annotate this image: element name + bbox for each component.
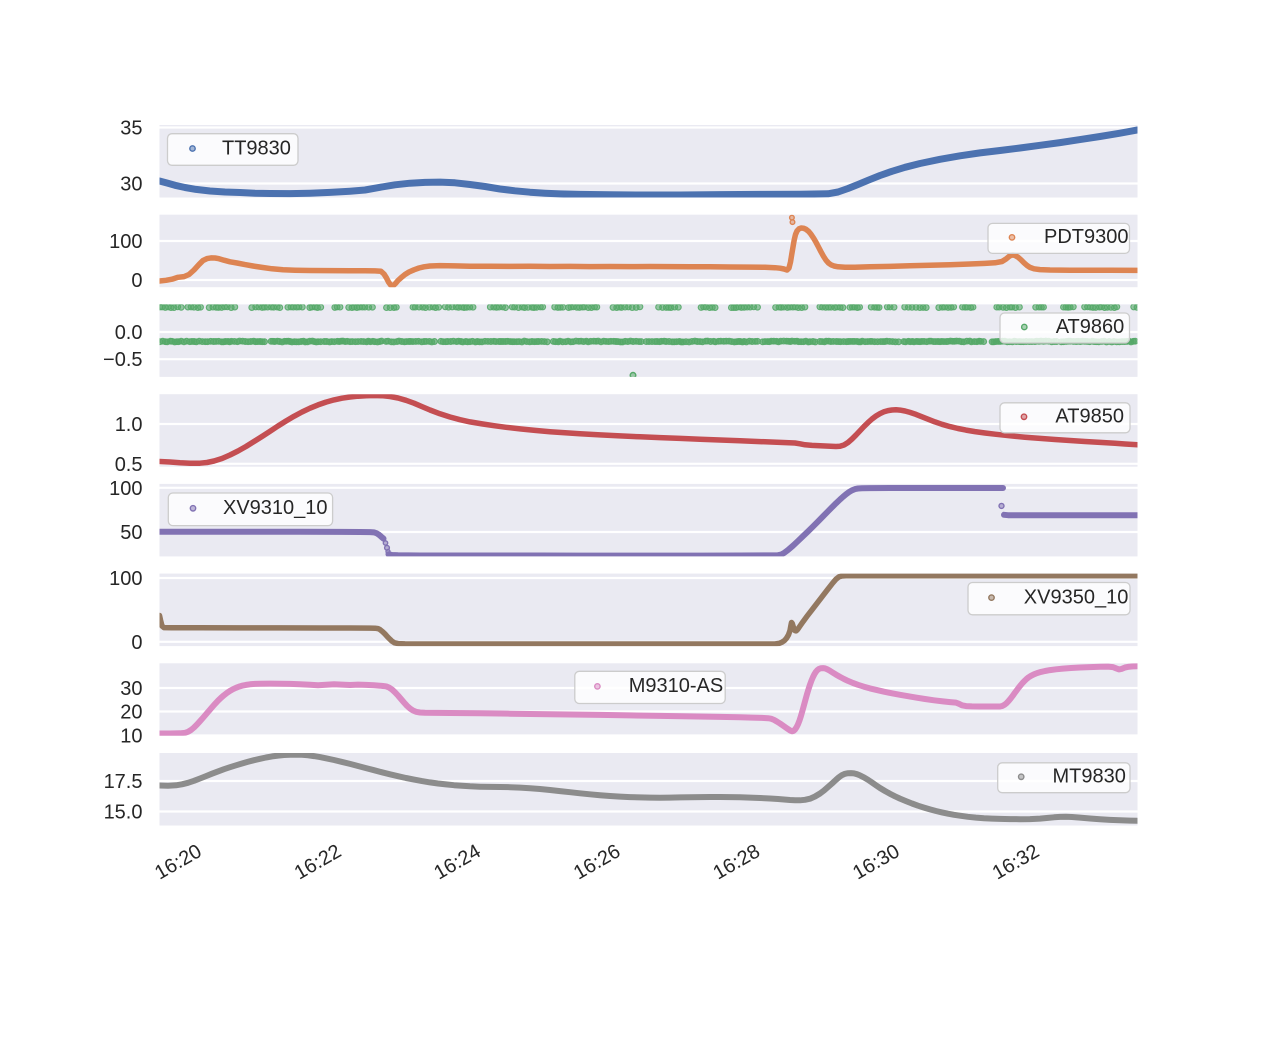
svg-text:30: 30: [120, 174, 142, 196]
svg-text:AT9850: AT9850: [1055, 406, 1124, 428]
svg-text:17.5: 17.5: [104, 771, 143, 793]
svg-text:100: 100: [109, 478, 142, 500]
svg-text:10: 10: [120, 726, 142, 748]
svg-text:100: 100: [109, 231, 142, 253]
svg-text:XV9310_10: XV9310_10: [223, 497, 328, 519]
svg-text:100: 100: [109, 568, 142, 590]
svg-text:TT9830: TT9830: [222, 137, 291, 159]
svg-text:0.5: 0.5: [115, 454, 143, 476]
svg-text:15.0: 15.0: [104, 802, 143, 824]
svg-text:0: 0: [131, 632, 142, 654]
svg-text:−0.5: −0.5: [103, 349, 142, 371]
svg-text:35: 35: [120, 118, 142, 140]
svg-text:1.0: 1.0: [115, 414, 143, 436]
svg-text:0: 0: [131, 270, 142, 292]
svg-text:XV9350_10: XV9350_10: [1024, 586, 1129, 608]
svg-text:0.0: 0.0: [115, 322, 143, 344]
svg-text:20: 20: [120, 702, 142, 724]
svg-text:PDT9300: PDT9300: [1044, 226, 1129, 248]
svg-text:M9310-AS: M9310-AS: [629, 675, 724, 697]
svg-text:AT9860: AT9860: [1056, 316, 1125, 338]
svg-text:50: 50: [120, 522, 142, 544]
svg-text:MT9830: MT9830: [1053, 766, 1126, 788]
svg-text:30: 30: [120, 678, 142, 700]
